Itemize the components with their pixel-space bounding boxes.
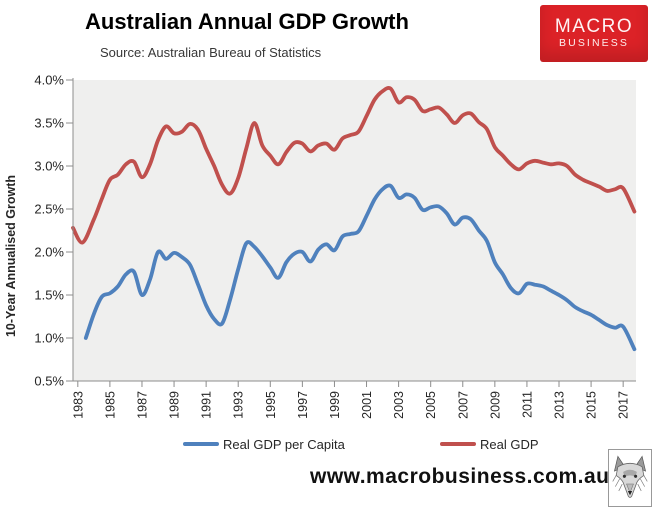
plot-area bbox=[73, 80, 636, 381]
x-tick-label: 2013 bbox=[553, 391, 567, 419]
x-tick-label: 2011 bbox=[520, 391, 534, 418]
x-axis-ticks: 1983 1985 1987 1989 1991 1993 1995 1997 1999 2001… bbox=[71, 381, 631, 419]
legend-swatch-real-gdp bbox=[440, 442, 476, 446]
logo-text-business: BUSINESS bbox=[559, 37, 629, 49]
macrobusiness-logo: MACRO BUSINESS bbox=[540, 5, 648, 62]
y-axis-ticks: 4.0% 3.5% 3.0% 2.5% 2.0% 1.5% 1.0% 0.5% bbox=[34, 73, 73, 389]
legend-swatch-real-gdp-per-capita bbox=[183, 442, 219, 446]
y-tick-label: 4.0% bbox=[34, 73, 64, 88]
x-tick-label: 1997 bbox=[296, 391, 310, 419]
x-tick-label: 2001 bbox=[360, 391, 374, 419]
logo-text-macro: MACRO bbox=[554, 16, 634, 37]
y-axis-title: 10-Year Annualised Growth bbox=[4, 175, 18, 337]
y-tick-label: 1.0% bbox=[34, 331, 64, 346]
legend-item-real-gdp-per-capita: Real GDP per Capita bbox=[183, 436, 345, 452]
chart-title: Australian Annual GDP Growth bbox=[85, 9, 409, 34]
y-tick-label: 3.5% bbox=[34, 116, 64, 131]
y-tick-label: 1.5% bbox=[34, 288, 64, 303]
chart-subtitle: Source: Australian Bureau of Statistics bbox=[100, 45, 322, 60]
wolf-icon bbox=[612, 455, 648, 498]
legend-label-real-gdp-per-capita: Real GDP per Capita bbox=[223, 436, 345, 452]
wolf-logo-box bbox=[608, 449, 652, 507]
x-tick-label: 1993 bbox=[232, 391, 246, 419]
y-tick-label: 3.0% bbox=[34, 159, 64, 174]
x-tick-label: 1983 bbox=[71, 391, 85, 419]
x-tick-label: 1985 bbox=[103, 391, 117, 419]
y-tick-label: 2.5% bbox=[34, 202, 64, 217]
legend-label-real-gdp: Real GDP bbox=[480, 436, 539, 452]
watermark-url: www.macrobusiness.com.au bbox=[310, 465, 610, 488]
series-line-real-gdp-per-capita bbox=[83, 183, 637, 352]
x-tick-label: 2009 bbox=[488, 391, 502, 419]
x-tick-label: 2003 bbox=[392, 391, 406, 419]
x-tick-label: 1999 bbox=[328, 391, 342, 419]
x-tick-label: 1995 bbox=[264, 391, 278, 419]
gdp-growth-chart: 4.0%3.5%3.0%2.5%2.0%1.5%1.0%0.5% 1983 198… bbox=[4, 73, 637, 419]
y-tick-label: 2.0% bbox=[34, 245, 64, 260]
x-tick-label: 1987 bbox=[135, 391, 149, 419]
series-lines bbox=[71, 86, 637, 352]
y-tick-label: 0.5% bbox=[34, 374, 64, 389]
x-tick-label: 1991 bbox=[200, 391, 214, 419]
x-tick-label: 2007 bbox=[456, 391, 470, 419]
legend-item-real-gdp: Real GDP bbox=[440, 436, 539, 452]
x-tick-label: 2015 bbox=[585, 391, 599, 419]
x-tick-label: 2005 bbox=[424, 391, 438, 419]
series-line-real-gdp bbox=[71, 86, 637, 245]
x-tick-label: 2017 bbox=[617, 391, 631, 419]
x-tick-label: 1989 bbox=[168, 391, 182, 419]
